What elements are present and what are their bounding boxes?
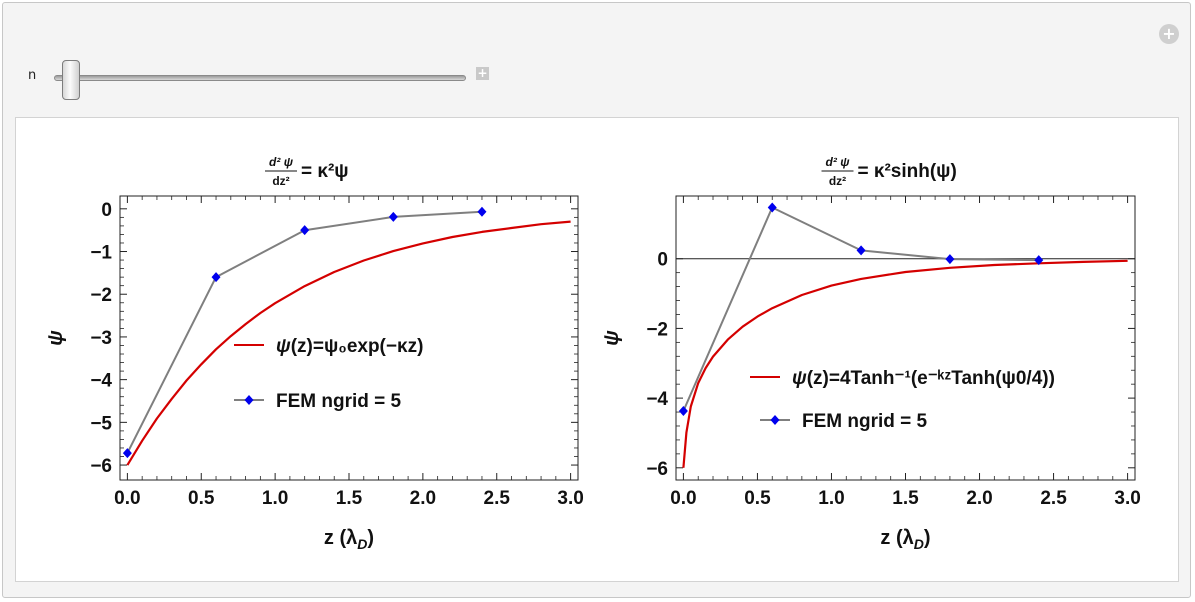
- fem-point: [1034, 255, 1044, 266]
- y-tick-label: −3: [90, 328, 112, 349]
- x-tick-label: 1.5: [892, 488, 919, 509]
- fem-point: [388, 211, 398, 222]
- legend-entry: ψ(z)=4Tanh⁻¹(e⁻ᵏᶻTanh(ψ0/4)): [750, 368, 1055, 389]
- series-line-analytic: [126, 220, 571, 466]
- legend-marker: [770, 415, 780, 425]
- x-tick-label: 1.0: [818, 488, 844, 509]
- title-numerator: d² ψ: [269, 155, 294, 169]
- y-tick-label: −5: [90, 413, 112, 434]
- x-tick-label: 2.0: [410, 488, 436, 509]
- y-tick-label: 0: [657, 250, 668, 271]
- chart-1: 0.0 0.5 1.0 1.5 2.0 2.5 3.0 0 −1 −2 −3 −4 −5 −6 z (λD)…: [45, 155, 584, 552]
- fem-point: [678, 406, 688, 417]
- fem-point: [477, 206, 487, 217]
- legend-label: FEM ngrid = 5: [276, 391, 402, 412]
- x-tick-label: 2.5: [1040, 488, 1067, 509]
- x-tick-label: 0.5: [188, 488, 215, 509]
- y-tick-label: −6: [646, 459, 668, 480]
- x-tick-label: 0.0: [114, 488, 140, 509]
- series-line-analytic: [682, 259, 1128, 468]
- chart-title: d² ψ dz² = κ²ψ: [265, 155, 349, 188]
- slider-track[interactable]: [54, 75, 466, 81]
- legend-entry: ψ(z)=ψ₀exp(−κz): [234, 336, 423, 357]
- legend-label: ψ(z)=ψ₀exp(−κz): [276, 336, 423, 357]
- x-tick-label: 2.0: [966, 488, 992, 509]
- x-tick-label: 0.5: [744, 488, 771, 509]
- x-tick-label: 3.0: [557, 488, 583, 509]
- slider-increment-plus-icon[interactable]: +: [476, 66, 489, 80]
- x-axis-label: z (λD): [880, 527, 930, 552]
- y-tick-label: −6: [90, 456, 112, 477]
- y-tick-label: 0: [101, 200, 112, 221]
- chart-2: 0.0 0.5 1.0 1.5 2.0 2.5 3.00−2−4−6z (λD)ψd² ψd…: [601, 155, 1141, 552]
- title-rhs: = κ²sinh(ψ): [858, 161, 957, 182]
- title-rhs: = κ²ψ: [301, 161, 349, 182]
- x-tick-label: 1.0: [262, 488, 288, 509]
- y-tick-label: −4: [646, 389, 668, 410]
- fem-point: [211, 272, 221, 283]
- y-tick-label: −2: [646, 319, 668, 340]
- x-axis-label: z (λD): [324, 527, 374, 552]
- title-denominator: dz²: [272, 174, 289, 188]
- fem-point: [767, 202, 777, 213]
- title-numerator: d² ψ: [826, 155, 851, 169]
- y-axis-label: ψ: [45, 330, 67, 346]
- legend-marker: [244, 395, 254, 405]
- legend-entry: FEM ngrid = 5: [234, 391, 402, 412]
- legend-label: FEM ngrid = 5: [802, 411, 928, 432]
- fem-point: [122, 448, 132, 459]
- fem-point: [945, 254, 955, 265]
- title-denominator: dz²: [829, 174, 846, 188]
- legend-label: ψ(z)=4Tanh⁻¹(e⁻ᵏᶻTanh(ψ0/4)): [792, 368, 1055, 389]
- options-plus-icon[interactable]: +: [1159, 24, 1179, 44]
- fem-point: [300, 225, 310, 236]
- y-tick-label: −1: [90, 243, 112, 264]
- x-tick-label: 2.5: [484, 488, 511, 509]
- slider-label: n: [28, 68, 37, 83]
- slider-thumb[interactable]: [62, 60, 80, 100]
- x-tick-label: 1.5: [336, 488, 363, 509]
- fem-point: [856, 245, 866, 256]
- legend-entry: FEM ngrid = 5: [760, 411, 928, 432]
- x-tick-label: 3.0: [1114, 488, 1140, 509]
- y-tick-label: −4: [90, 371, 112, 392]
- plot-frame: [675, 195, 1136, 481]
- series-line-fem: [126, 210, 483, 454]
- x-tick-label: 0.0: [670, 488, 696, 509]
- y-tick-label: −2: [90, 285, 112, 306]
- output-panel: [15, 117, 1179, 582]
- y-axis-label: ψ: [601, 330, 623, 346]
- chart-title: d² ψ dz² = κ²sinh(ψ): [821, 155, 957, 188]
